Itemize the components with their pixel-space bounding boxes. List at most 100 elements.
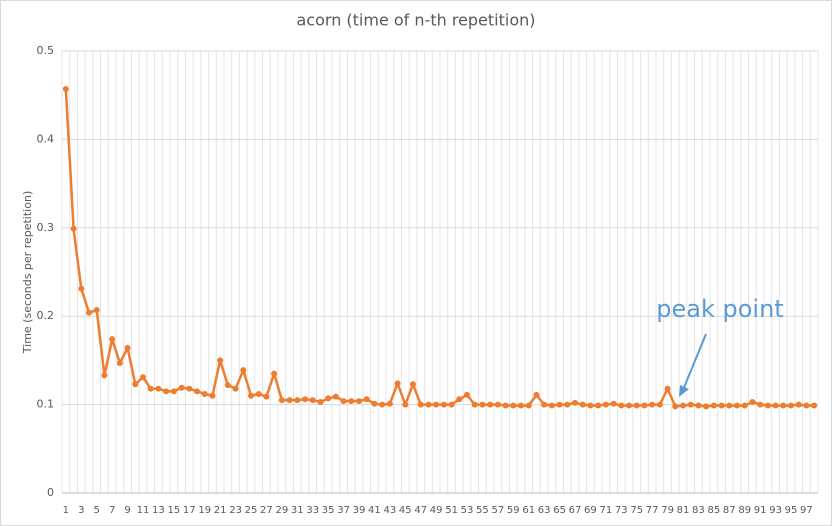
data-point bbox=[487, 401, 494, 408]
x-tick-label: 41 bbox=[368, 505, 381, 516]
data-point bbox=[356, 398, 362, 405]
y-tick-label: 0.3 bbox=[37, 221, 55, 234]
data-point bbox=[224, 382, 231, 389]
data-point bbox=[772, 402, 779, 409]
plot-area: 00.10.20.30.40.51 3 5 7 9 11 13 15 17 19 21 23 25 27 2… bbox=[37, 44, 819, 516]
data-point bbox=[494, 401, 501, 408]
data-point bbox=[116, 360, 123, 367]
data-point bbox=[734, 402, 740, 409]
annotation: peak point bbox=[656, 295, 783, 323]
data-point bbox=[726, 402, 733, 409]
data-point bbox=[525, 402, 532, 409]
data-point bbox=[70, 225, 77, 232]
data-point bbox=[109, 336, 116, 343]
x-tick-label: 91 bbox=[754, 505, 767, 516]
data-point bbox=[548, 402, 555, 409]
data-point bbox=[656, 401, 663, 408]
data-point bbox=[294, 397, 301, 404]
x-tick-label: 59 bbox=[507, 505, 520, 516]
data-point bbox=[232, 385, 239, 392]
x-tick-label: 85 bbox=[707, 505, 720, 516]
annotation-arrow bbox=[682, 333, 707, 391]
data-point bbox=[757, 401, 764, 408]
data-point bbox=[217, 357, 224, 364]
data-point bbox=[101, 372, 108, 379]
data-point bbox=[680, 402, 686, 409]
x-tick-label: 69 bbox=[584, 505, 597, 516]
data-point bbox=[741, 402, 748, 409]
data-point bbox=[641, 402, 648, 409]
data-point bbox=[325, 395, 332, 402]
data-point bbox=[140, 374, 146, 381]
data-point bbox=[209, 392, 216, 399]
data-point bbox=[541, 401, 548, 408]
x-tick-label: 9 bbox=[124, 505, 130, 516]
data-point bbox=[286, 397, 293, 404]
x-tick-label: 31 bbox=[291, 505, 304, 516]
x-tick-label: 49 bbox=[430, 505, 443, 516]
data-point bbox=[417, 401, 424, 408]
x-tick-label: 27 bbox=[260, 505, 273, 516]
x-tick-label: 35 bbox=[322, 505, 335, 516]
x-tick-label: 3 bbox=[78, 505, 84, 516]
data-point bbox=[626, 402, 632, 409]
data-point bbox=[479, 401, 486, 408]
data-point bbox=[248, 392, 254, 399]
x-tick-label: 37 bbox=[337, 505, 350, 516]
data-point bbox=[86, 309, 92, 316]
x-tick-label: 53 bbox=[461, 505, 474, 516]
data-point bbox=[595, 402, 602, 409]
x-tick-label: 25 bbox=[245, 505, 258, 516]
data-point bbox=[464, 391, 470, 398]
data-point bbox=[710, 402, 717, 409]
data-point bbox=[448, 401, 455, 408]
x-tick-label: 39 bbox=[353, 505, 366, 516]
data-point bbox=[332, 393, 339, 400]
data-point bbox=[271, 370, 278, 377]
x-tick-label: 11 bbox=[137, 505, 150, 516]
x-tick-label: 15 bbox=[167, 505, 180, 516]
data-point bbox=[201, 390, 208, 397]
x-tick-label: 67 bbox=[569, 505, 582, 516]
x-tick-label: 63 bbox=[538, 505, 551, 516]
y-tick-label: 0.1 bbox=[37, 398, 55, 411]
data-point bbox=[402, 401, 409, 408]
data-point bbox=[78, 285, 85, 292]
x-tick-label: 95 bbox=[785, 505, 798, 516]
data-point bbox=[186, 385, 193, 392]
data-point bbox=[386, 400, 393, 407]
data-point bbox=[633, 402, 640, 409]
data-point bbox=[433, 401, 440, 408]
data-point bbox=[170, 388, 177, 395]
data-point bbox=[178, 384, 185, 391]
data-point bbox=[410, 381, 416, 388]
data-point bbox=[572, 399, 578, 406]
x-tick-label: 29 bbox=[275, 505, 288, 516]
data-point bbox=[309, 397, 316, 404]
data-point bbox=[788, 402, 794, 409]
annotation-arrowhead bbox=[679, 385, 689, 397]
x-tick-label: 89 bbox=[738, 505, 751, 516]
x-tick-label: 7 bbox=[109, 505, 115, 516]
data-point bbox=[518, 402, 524, 409]
data-point bbox=[317, 398, 324, 405]
x-tick-label: 73 bbox=[615, 505, 628, 516]
x-tick-label: 13 bbox=[152, 505, 165, 516]
data-point bbox=[687, 401, 694, 408]
data-point bbox=[194, 388, 200, 395]
data-point bbox=[363, 396, 370, 403]
x-tick-label: 21 bbox=[214, 505, 227, 516]
x-tick-label: 17 bbox=[183, 505, 196, 516]
data-point bbox=[340, 398, 347, 405]
data-point bbox=[533, 391, 540, 398]
data-point bbox=[579, 401, 586, 408]
data-point bbox=[556, 401, 563, 408]
x-tick-label: 23 bbox=[229, 505, 242, 516]
data-point bbox=[795, 401, 802, 408]
data-point bbox=[803, 402, 810, 409]
data-point bbox=[147, 385, 154, 392]
data-point bbox=[602, 401, 609, 408]
data-point bbox=[93, 307, 100, 314]
